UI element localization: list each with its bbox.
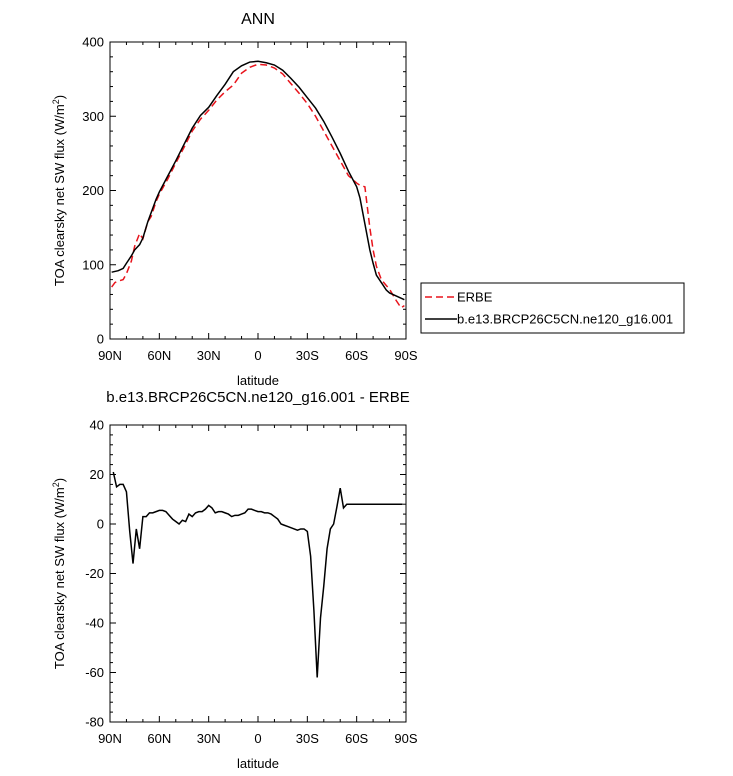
chart-title: ANN <box>241 11 275 28</box>
x-tick-label: 30S <box>296 348 319 363</box>
y-tick-label: 400 <box>82 35 104 50</box>
x-tick-label: 60N <box>147 731 171 746</box>
x-axis-label: latitude <box>237 373 279 388</box>
series-line-model <box>112 471 403 678</box>
y-tick-label: -20 <box>85 566 104 581</box>
x-tick-label: 30N <box>197 348 221 363</box>
legend-label: ERBE <box>457 290 493 305</box>
x-tick-label: 0 <box>254 348 261 363</box>
plot-frame <box>109 424 407 723</box>
x-tick-label: 90S <box>394 731 417 746</box>
chart-title: b.e13.BRCP26C5CN.ne120_g16.001 - ERBE <box>106 389 410 406</box>
y-tick-label: 40 <box>90 418 104 433</box>
y-tick-label: 0 <box>97 332 104 347</box>
y-tick-label: -80 <box>85 715 104 730</box>
y-axis-label: TOA clearsky net SW flux (W/m2) <box>51 95 67 286</box>
x-tick-label: 0 <box>254 731 261 746</box>
y-tick-label: 200 <box>82 183 104 198</box>
plot-frame <box>109 41 407 340</box>
x-tick-label: 60S <box>345 348 368 363</box>
y-axis-label: TOA clearsky net SW flux (W/m2) <box>51 478 67 669</box>
y-tick-label: -40 <box>85 616 104 631</box>
legend-box <box>420 282 685 334</box>
x-axis-label: latitude <box>237 756 279 771</box>
x-tick-label: 60S <box>345 731 368 746</box>
y-tick-label: 20 <box>90 467 104 482</box>
y-tick-label: 100 <box>82 257 104 272</box>
x-tick-label: 60N <box>147 348 171 363</box>
y-tick-label: 0 <box>97 517 104 532</box>
legend-label: b.e13.BRCP26C5CN.ne120_g16.001 <box>457 312 673 327</box>
x-tick-label: 90N <box>98 731 122 746</box>
x-tick-label: 30S <box>296 731 319 746</box>
y-tick-label: -60 <box>85 665 104 680</box>
bottom-chart: b.e13.BRCP26C5CN.ne120_g16.001 - ERBE 90N… <box>51 389 418 771</box>
series-line-erbe <box>111 63 405 309</box>
legend: ERBE b.e13.BRCP26C5CN.ne120_g16.001 <box>420 282 685 334</box>
top-chart: ANN 90N 60N 30N 0 30S 60S 90S 0 100 200 300 400 latit… <box>51 11 418 388</box>
y-tick-label: 300 <box>82 109 104 124</box>
x-tick-label: 90N <box>98 348 122 363</box>
x-tick-label: 90S <box>394 348 417 363</box>
x-tick-label: 30N <box>197 731 221 746</box>
series-line-model <box>111 60 405 301</box>
